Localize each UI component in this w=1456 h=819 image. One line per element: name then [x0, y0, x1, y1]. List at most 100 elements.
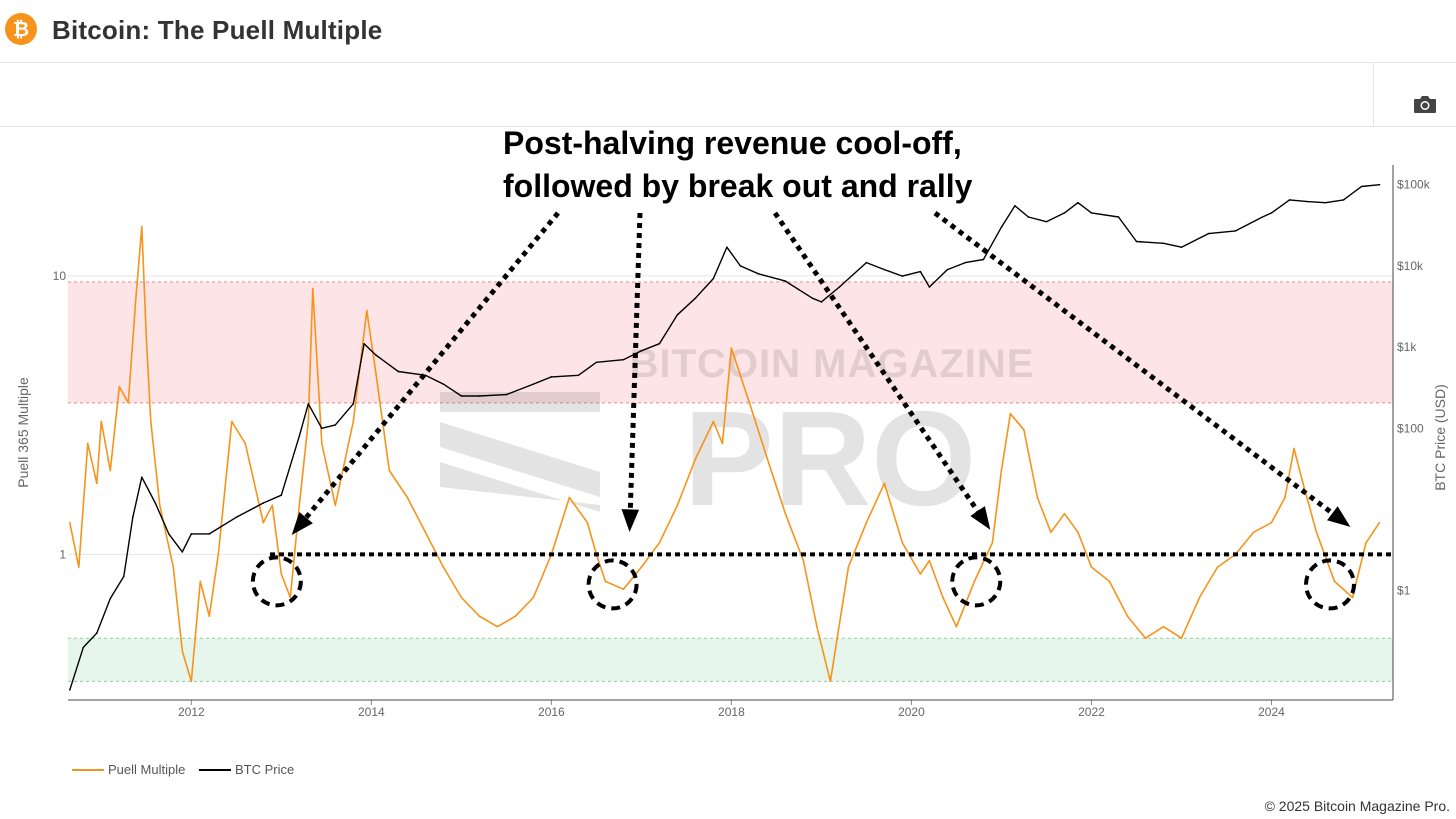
right-tick-label: $10k [1397, 259, 1424, 273]
data-point [942, 596, 944, 599]
data-point [883, 482, 886, 485]
data-point [262, 502, 265, 504]
data-point [1351, 596, 1354, 599]
x-tick-label: 2012 [178, 705, 205, 719]
data-point [748, 402, 751, 404]
left-tick-label: 10 [53, 269, 67, 283]
data-point [123, 575, 125, 578]
data-point [96, 632, 98, 634]
zone-bands [68, 281, 1393, 682]
data-point [118, 385, 121, 388]
arrow-shaft [933, 211, 1342, 521]
arrow-head [1327, 506, 1351, 527]
data-point [1293, 447, 1295, 450]
data-point [640, 350, 643, 352]
data-point [622, 358, 625, 361]
data-point [532, 596, 535, 599]
data-point [460, 395, 463, 397]
series-layer [69, 183, 1381, 691]
data-point [955, 625, 958, 628]
data-point [217, 553, 220, 556]
puell-multiple-chart: BITCOIN MAGAZINE PRO 1 10 $1 $100 $1k $10k $10… [15, 127, 1448, 719]
data-point [442, 566, 445, 568]
data-point [181, 650, 184, 652]
legend-item-puell[interactable]: Puell Multiple [72, 762, 185, 777]
legend-item-btc-price[interactable]: BTC Price [198, 762, 294, 777]
data-point [919, 573, 922, 575]
data-point [190, 533, 193, 535]
data-point [366, 309, 368, 312]
header: ₿ Bitcoin: The Puell Multiple [0, 0, 1456, 63]
data-point [820, 301, 823, 303]
data-point [69, 521, 71, 524]
data-point [829, 680, 832, 683]
data-point [1378, 521, 1381, 524]
data-point [1009, 412, 1012, 415]
data-point [321, 427, 323, 430]
data-point [604, 580, 607, 583]
data-point [1063, 212, 1066, 214]
data-point [271, 504, 274, 507]
data-point [100, 420, 103, 423]
camera-icon[interactable] [1413, 94, 1437, 114]
data-point [109, 469, 112, 472]
undervalued-zone [68, 638, 1393, 682]
data-point [676, 313, 679, 316]
data-point [1216, 566, 1219, 568]
annotation-arrow-3 [772, 211, 991, 530]
data-point [78, 566, 80, 568]
left-tick-label: 1 [59, 547, 66, 561]
data-point [1023, 429, 1025, 431]
data-point [784, 512, 787, 515]
data-point [478, 395, 481, 397]
data-point [883, 268, 886, 271]
data-point [199, 580, 202, 583]
data-point [1162, 242, 1165, 245]
data-point [726, 246, 728, 249]
data-point [1126, 615, 1129, 617]
annotation-arrow-4 [933, 211, 1351, 527]
data-point [1050, 531, 1052, 534]
x-tick-label: 2022 [1078, 705, 1105, 719]
data-point [847, 566, 850, 568]
arrow-shaft [772, 211, 986, 521]
x-tick-label: 2024 [1258, 705, 1285, 719]
data-point [424, 531, 427, 534]
data-point [964, 261, 967, 264]
data-point [919, 270, 922, 273]
data-point [1270, 521, 1273, 524]
halving-circle-1 [250, 555, 303, 608]
data-point [1090, 566, 1093, 568]
data-point [1261, 216, 1264, 218]
data-point [1342, 199, 1345, 201]
data-point [1180, 637, 1183, 640]
data-point [159, 504, 161, 507]
data-point [1284, 496, 1286, 499]
data-point [1360, 185, 1363, 188]
right-axis-label: BTC Price (USD) [1432, 384, 1448, 491]
data-point [307, 420, 310, 423]
data-point [1324, 201, 1327, 204]
data-point [595, 361, 598, 364]
data-point [154, 502, 157, 504]
data-point [1198, 596, 1201, 599]
annotation-arrows [291, 211, 1351, 536]
axes: 1 10 $1 $100 $1k $10k $100k 2012 2014 2016 2018 202… [15, 165, 1448, 719]
data-point [1135, 240, 1138, 243]
data-point [1036, 496, 1039, 499]
data-point [694, 297, 697, 300]
annotation-arrow-1 [291, 211, 560, 536]
data-point [262, 521, 265, 524]
data-point [442, 383, 445, 385]
data-point [460, 596, 463, 599]
data-point [1090, 212, 1093, 214]
data-point [640, 566, 643, 568]
arrow-head [621, 509, 640, 532]
data-point [334, 424, 337, 426]
data-point [289, 596, 292, 599]
data-point [1162, 625, 1165, 628]
x-tick-label: 2016 [538, 705, 565, 719]
watermark-top-text: BITCOIN MAGAZINE [630, 342, 1035, 386]
data-point [568, 496, 571, 499]
data-point [1302, 482, 1304, 485]
